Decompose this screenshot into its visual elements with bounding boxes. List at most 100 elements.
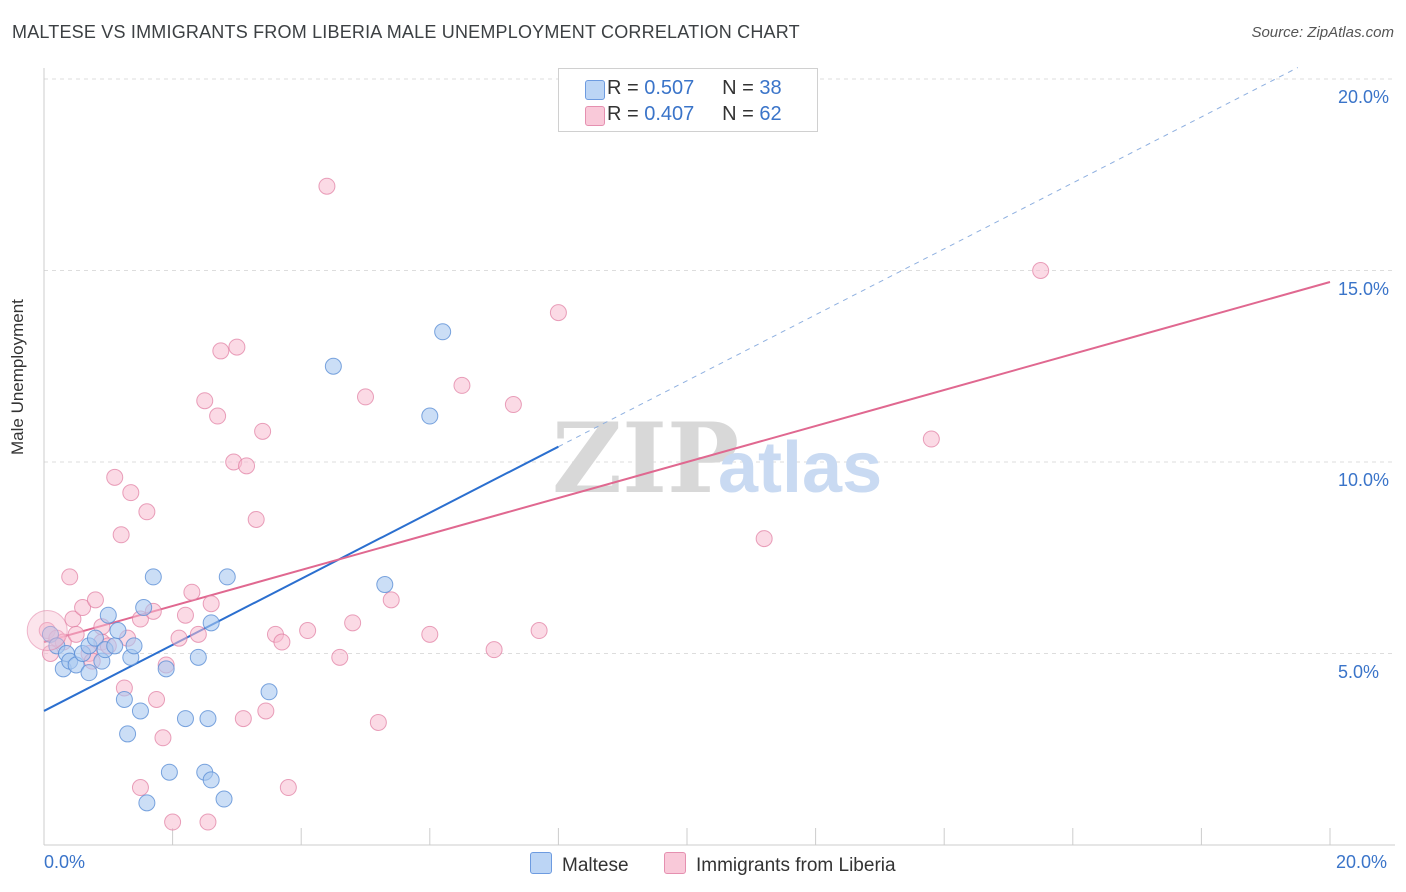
y-tick-label: 15.0%: [1338, 278, 1390, 299]
data-point-liberia: [176, 606, 194, 624]
x-tick-label-min: 0.0%: [44, 852, 86, 872]
points-layer: [26, 177, 1050, 831]
data-point-liberia: [238, 457, 256, 475]
data-point-maltese: [218, 568, 236, 586]
data-point-liberia: [212, 342, 230, 360]
bottom-legend-liberia: Immigrants from Liberia: [664, 852, 896, 877]
data-point-maltese: [202, 771, 220, 789]
data-point-liberia: [549, 304, 567, 322]
data-point-liberia: [164, 813, 182, 831]
data-point-liberia: [170, 629, 188, 647]
bottom-swatch-pink: [664, 852, 686, 874]
y-axis-label: Male Unemployment: [8, 299, 27, 455]
axis-layer: [43, 68, 1395, 846]
data-point-liberia: [530, 622, 548, 640]
y-tick-label: 5.0%: [1338, 661, 1380, 682]
bottom-legend-maltese: Maltese: [530, 852, 629, 877]
legend-r-value: 0.507: [644, 77, 695, 99]
y-tick-label: 10.0%: [1338, 470, 1390, 490]
watermark-atlas: atlas: [718, 428, 882, 508]
data-point-liberia: [196, 392, 214, 410]
legend-n-value: 38: [759, 77, 782, 99]
data-point-maltese: [189, 648, 207, 666]
data-point-liberia: [1032, 262, 1050, 279]
data-point-liberia: [86, 591, 104, 609]
data-point-maltese: [260, 683, 278, 701]
legend-swatch-pink: [585, 106, 605, 126]
data-point-maltese: [86, 629, 104, 647]
data-point-liberia: [318, 177, 336, 195]
data-point-liberia: [199, 813, 217, 831]
data-point-liberia: [138, 503, 156, 521]
data-point-maltese: [125, 637, 143, 655]
data-point-maltese: [160, 763, 178, 781]
trend-layer: [43, 67, 1331, 712]
data-point-maltese: [434, 323, 452, 341]
legend-swatch-blue: [585, 80, 605, 100]
trendline-maltese-extension: [558, 67, 1299, 448]
data-point-liberia: [61, 568, 79, 586]
data-point-maltese: [144, 568, 162, 586]
data-point-liberia: [228, 338, 246, 356]
data-point-liberia: [755, 530, 773, 548]
data-point-liberia: [421, 625, 439, 643]
data-point-liberia-large: [26, 610, 68, 652]
data-point-liberia: [234, 710, 252, 728]
grid-layer: [44, 78, 1395, 654]
data-point-maltese: [176, 710, 194, 728]
bottom-legend-label: Maltese: [562, 855, 629, 876]
watermark: ZIP atlas: [552, 402, 882, 515]
source-label: Source: ZipAtlas.com: [1251, 24, 1394, 41]
data-point-liberia: [357, 388, 374, 406]
legend-n-label: N =: [722, 103, 754, 125]
y-tick-label: 20.0%: [1338, 87, 1390, 107]
legend-row-maltese: R = 0.507 N = 38: [585, 77, 782, 100]
data-point-liberia: [504, 396, 522, 414]
data-point-liberia: [106, 468, 124, 486]
data-point-liberia: [453, 376, 471, 394]
data-point-liberia: [112, 526, 130, 544]
data-point-liberia: [247, 510, 265, 528]
watermark-zip: ZIP: [552, 402, 739, 515]
data-point-liberia: [382, 591, 400, 609]
data-point-maltese: [80, 664, 98, 682]
correlation-legend: R = 0.507 N = 38 R = 0.407 N = 62: [558, 68, 818, 132]
data-point-maltese: [199, 710, 217, 728]
data-point-liberia: [922, 430, 940, 448]
data-point-liberia: [131, 779, 149, 797]
legend-n-label: N =: [722, 77, 754, 99]
legend-n-value: 62: [759, 103, 782, 125]
data-point-liberia: [183, 583, 201, 601]
data-point-maltese: [376, 576, 394, 594]
data-point-maltese: [215, 790, 233, 808]
data-point-maltese: [99, 606, 117, 624]
data-point-liberia: [148, 690, 166, 708]
data-point-liberia: [369, 713, 387, 731]
data-point-maltese: [324, 357, 342, 375]
legend-r-label: R =: [607, 103, 639, 125]
bottom-swatch-blue: [530, 852, 552, 874]
legend-r-value: 0.407: [644, 103, 695, 125]
data-point-liberia: [189, 625, 207, 643]
data-point-maltese: [138, 794, 156, 812]
data-point-liberia: [202, 595, 220, 613]
data-point-liberia: [74, 599, 92, 617]
data-point-liberia: [485, 641, 503, 659]
data-point-liberia: [344, 614, 362, 632]
data-point-liberia: [209, 407, 227, 425]
data-point-maltese: [202, 614, 220, 632]
bottom-legend-label: Immigrants from Liberia: [696, 855, 896, 876]
data-point-liberia: [254, 422, 272, 440]
data-point-maltese: [421, 407, 439, 425]
trendline-liberia: [43, 281, 1331, 643]
data-point-maltese: [119, 725, 137, 743]
data-point-liberia: [273, 633, 291, 651]
x-tick-label-max: 20.0%: [1336, 852, 1388, 872]
legend-row-liberia: R = 0.407 N = 62: [585, 103, 782, 126]
legend-r-label: R =: [607, 77, 639, 99]
trendline-maltese: [43, 445, 559, 712]
data-point-liberia: [331, 648, 349, 666]
data-point-maltese: [131, 702, 149, 720]
data-point-liberia: [257, 702, 275, 720]
